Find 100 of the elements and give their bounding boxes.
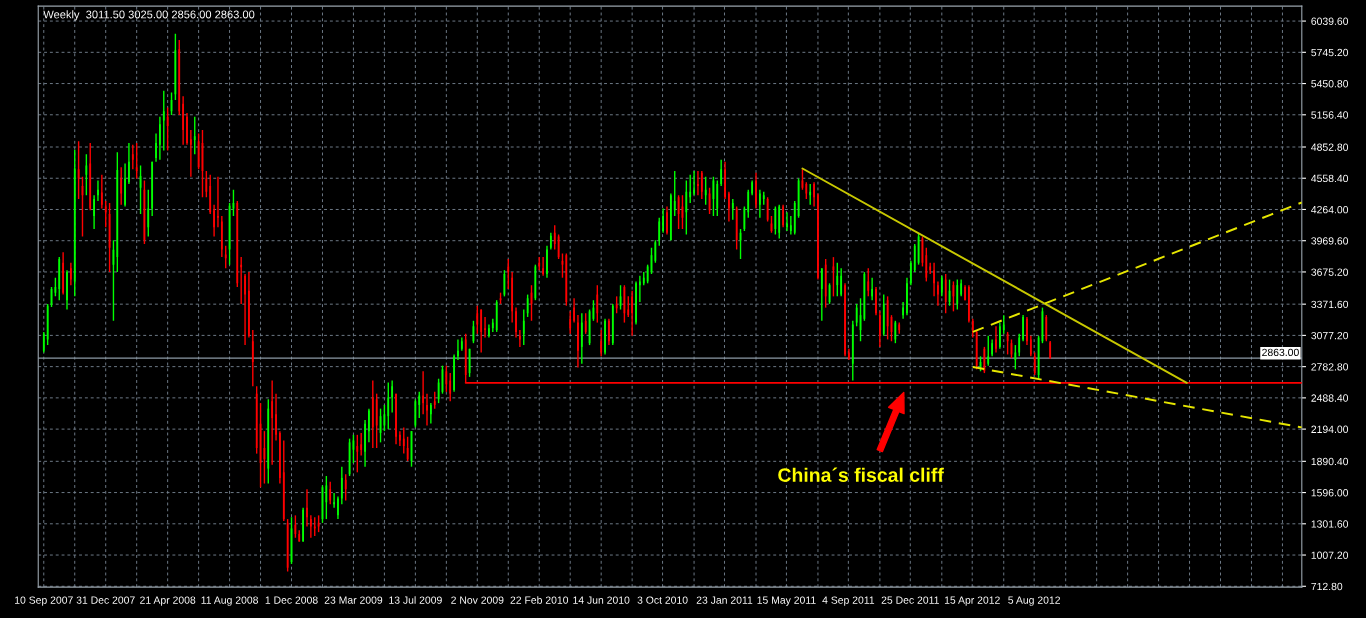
candlestick — [224, 245, 227, 270]
candlestick — [422, 370, 424, 415]
candlestick — [685, 179, 688, 236]
candlestick — [940, 275, 943, 298]
x-tick-label: 23 Mar 2009 — [324, 596, 383, 604]
candlestick — [66, 269, 68, 311]
candlestick — [186, 112, 188, 146]
candlestick — [325, 475, 328, 520]
candlestick — [956, 278, 959, 311]
candlestick — [399, 430, 401, 447]
candlestick — [85, 153, 88, 197]
x-tick-label: 25 Dec 2011 — [881, 596, 939, 604]
candlestick — [484, 316, 486, 339]
candlestick — [360, 432, 363, 457]
candlestick — [62, 251, 65, 296]
candlestick — [844, 282, 846, 358]
candlestick — [600, 329, 603, 358]
candlestick — [135, 142, 138, 180]
candlestick — [755, 172, 757, 210]
x-tick-label: 21 Apr 2008 — [140, 596, 196, 606]
candlestick — [182, 95, 185, 146]
candlestick — [387, 381, 390, 430]
candlestick — [534, 263, 537, 301]
chart-title: Weekly 3011.50 3025.00 2856.00 2863.00 — [43, 10, 255, 21]
candlestick — [909, 260, 912, 286]
candlestick — [159, 116, 161, 161]
candlestick — [1002, 314, 1005, 335]
candlestick — [1014, 344, 1017, 371]
y-tick-label: 1007.20 — [1311, 551, 1349, 559]
candlestick — [344, 473, 347, 502]
candlestick — [449, 372, 452, 402]
y-tick-label: 3675.20 — [1311, 268, 1349, 276]
candlestick — [418, 391, 421, 419]
x-tick-label: 22 Feb 2010 — [510, 596, 569, 604]
y-tick-label: 4852.80 — [1311, 143, 1349, 151]
candlestick — [104, 200, 107, 228]
candlestick — [457, 338, 459, 361]
x-tick-label: 14 Jun 2010 — [573, 596, 630, 604]
candlestick — [309, 514, 312, 539]
candlestick — [546, 245, 548, 279]
candlestick — [867, 267, 870, 298]
candlestick — [294, 514, 297, 539]
candlestick — [813, 181, 815, 208]
y-tick-label: 3077.20 — [1311, 331, 1349, 340]
candlestick — [933, 262, 935, 298]
candlestick — [662, 207, 664, 234]
y-tick-label: 1890.40 — [1311, 457, 1349, 466]
candlestick — [894, 320, 897, 344]
candlestick — [100, 174, 103, 210]
candlestick — [429, 402, 432, 425]
candlestick — [205, 170, 208, 198]
candlestick — [120, 166, 123, 206]
y-tick-label: 1301.60 — [1311, 520, 1349, 528]
candlestick — [782, 204, 784, 228]
candlestick — [1022, 314, 1024, 342]
candlestick — [902, 301, 904, 320]
x-tick-label: 23 Jan 2011 — [696, 596, 753, 604]
candlestick — [147, 189, 150, 238]
candlestick — [759, 189, 761, 219]
candlestick — [635, 280, 637, 326]
candlestick — [855, 303, 858, 327]
y-tick-label: 2194.00 — [1311, 425, 1349, 433]
candlestick — [124, 162, 126, 208]
y-tick-label: 4264.00 — [1311, 205, 1349, 214]
candlestick — [639, 275, 641, 303]
x-tick-label: 2 Nov 2009 — [451, 596, 504, 604]
candlestick — [1045, 314, 1048, 342]
candlestick — [573, 297, 575, 324]
candlestick — [817, 192, 819, 281]
y-tick-label: 1596.00 — [1311, 489, 1349, 497]
x-tick-label: 3 Oct 2010 — [637, 596, 688, 604]
candlestick — [340, 465, 343, 505]
candlestick — [724, 161, 726, 200]
candlestick — [189, 129, 192, 178]
candlestick — [836, 262, 839, 298]
candlestick — [507, 258, 510, 290]
candlestick — [689, 174, 692, 204]
candlestick — [735, 205, 738, 251]
candlestick — [69, 262, 72, 286]
candlestick — [875, 286, 877, 316]
candlestick — [542, 256, 544, 277]
y-tick-label: 2782.80 — [1311, 363, 1349, 371]
x-tick-label: 11 Aug 2008 — [201, 596, 258, 606]
y-tick-label: 5450.80 — [1311, 80, 1349, 88]
y-tick-label: 5156.40 — [1311, 111, 1349, 119]
candlestick — [488, 323, 490, 339]
x-tick-label: 4 Sep 2011 — [822, 596, 875, 606]
candlestick — [255, 385, 258, 455]
candlestick — [495, 299, 498, 333]
x-tick-label: 1 Dec 2008 — [265, 596, 318, 604]
candlestick — [878, 310, 881, 348]
y-tick-label: 3969.60 — [1311, 237, 1349, 245]
candlestick — [751, 179, 754, 197]
candlestick — [1026, 316, 1028, 346]
x-tick-label: 5 Aug 2012 — [1008, 596, 1060, 606]
candlestick — [789, 215, 792, 236]
candlestick — [991, 338, 994, 358]
candlestick — [995, 325, 997, 354]
candlestick — [162, 89, 165, 152]
candlestick — [584, 312, 587, 335]
